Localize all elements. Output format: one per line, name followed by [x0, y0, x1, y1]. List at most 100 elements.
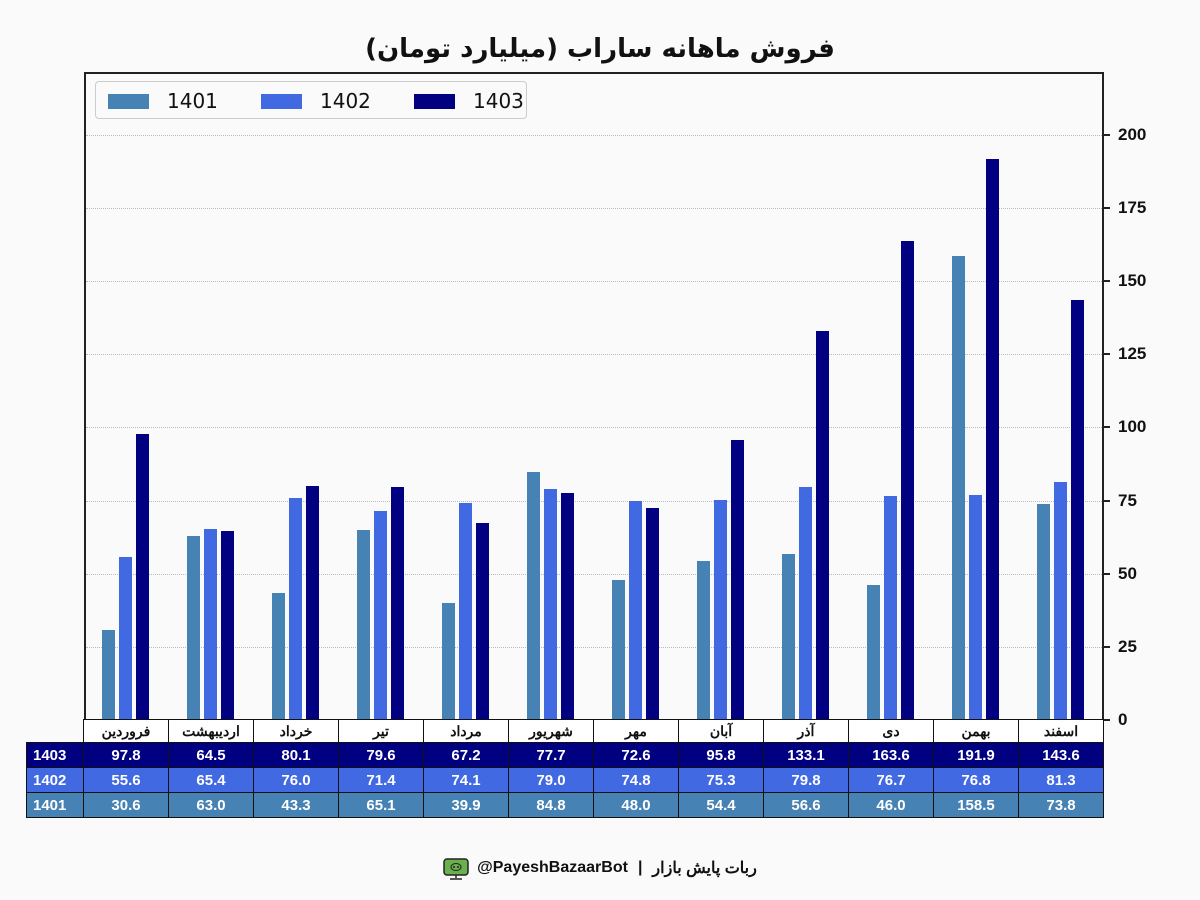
- bar-1403: [475, 523, 489, 720]
- bar-1401: [866, 585, 880, 720]
- bar-1401: [951, 256, 965, 720]
- table-cell: 84.8: [508, 792, 594, 818]
- bar-1402: [288, 497, 302, 720]
- month-header: اردیبهشت: [168, 719, 254, 743]
- row-label: 1403: [26, 742, 84, 768]
- table-cell: 79.6: [338, 742, 424, 768]
- bar-1401: [441, 603, 455, 720]
- bar-1402: [713, 499, 727, 720]
- bar-1402: [798, 486, 812, 720]
- bar-1402: [883, 495, 897, 720]
- month-header: تیر: [338, 719, 424, 743]
- gridline: [86, 573, 1102, 575]
- month-header: دی: [848, 719, 934, 743]
- bar-1402: [628, 501, 642, 720]
- bot-name: ربات پایش بازار: [652, 860, 757, 877]
- table-cell: 73.8: [1018, 792, 1104, 818]
- month-header: مهر: [593, 719, 679, 743]
- table-cell: 76.8: [933, 767, 1019, 793]
- legend: 1401 1402 1403: [95, 81, 527, 119]
- table-cell: 74.8: [593, 767, 679, 793]
- table-cell: 95.8: [678, 742, 764, 768]
- y-tick-label: 50: [1118, 563, 1137, 583]
- month-header: بهمن: [933, 719, 1019, 743]
- bar-1401: [1036, 504, 1050, 720]
- table-cell: 48.0: [593, 792, 679, 818]
- table-cell: 39.9: [423, 792, 509, 818]
- table-cell: 64.5: [168, 742, 254, 768]
- table-cell: 67.2: [423, 742, 509, 768]
- y-tick: [1104, 280, 1110, 283]
- table-cell: 43.3: [253, 792, 339, 818]
- table-cell: 81.3: [1018, 767, 1104, 793]
- table-cell: 163.6: [848, 742, 934, 768]
- y-tick: [1104, 499, 1110, 502]
- table-row-1402: 1402 55.6 65.4 76.0 71.4 74.1 79.0 74.8 75.3 79.8…: [26, 767, 1104, 793]
- month-header: اسفند: [1018, 719, 1104, 743]
- gridline: [86, 208, 1102, 210]
- row-label: 1402: [26, 767, 84, 793]
- y-tick: [1104, 353, 1110, 356]
- y-tick-label: 100: [1118, 417, 1147, 437]
- table-cell: 63.0: [168, 792, 254, 818]
- table-cell: 76.7: [848, 767, 934, 793]
- data-table: فروردین اردیبهشت خرداد تیر مرداد شهریور مهر آبا…: [26, 719, 1104, 818]
- gridline: [86, 134, 1102, 136]
- gridline: [86, 500, 1102, 502]
- table-cell: 75.3: [678, 767, 764, 793]
- table-header-row: فروردین اردیبهشت خرداد تیر مرداد شهریور مهر آبا…: [27, 719, 1104, 743]
- bar-1402: [118, 557, 132, 720]
- y-tick-label: 25: [1118, 636, 1137, 656]
- y-tick-label: 75: [1118, 490, 1137, 510]
- y-tick: [1104, 207, 1110, 210]
- bar-1403: [1070, 299, 1084, 720]
- bar-1403: [900, 241, 914, 720]
- bar-1402: [1053, 482, 1067, 720]
- y-tick-label: 200: [1118, 124, 1147, 144]
- legend-item-1401: 1401: [108, 89, 218, 113]
- y-tick: [1104, 645, 1110, 648]
- table-cell: 71.4: [338, 767, 424, 793]
- table-cell: 158.5: [933, 792, 1019, 818]
- legend-item-1403: 1403: [414, 89, 524, 113]
- table-cell: 65.1: [338, 792, 424, 818]
- bar-1401: [526, 471, 540, 720]
- legend-swatch-1403: [414, 93, 455, 109]
- y-tick: [1104, 572, 1110, 575]
- y-tick-label: 0: [1118, 710, 1128, 729]
- legend-item-1402: 1402: [261, 89, 371, 113]
- bar-1402: [203, 528, 217, 720]
- footer-separator: |: [637, 859, 643, 876]
- table-cell: 79.0: [508, 767, 594, 793]
- legend-swatch-1402: [261, 93, 302, 109]
- bar-1403: [305, 485, 319, 720]
- table-cell: 191.9: [933, 742, 1019, 768]
- bar-1403: [645, 507, 659, 720]
- bar-1403: [815, 330, 829, 720]
- month-header: آذر: [763, 719, 849, 743]
- table-cell: 77.7: [508, 742, 594, 768]
- y-tick: [1104, 426, 1110, 429]
- legend-label: 1402: [320, 89, 371, 113]
- bot-handle: @PayeshBazaarBot: [477, 859, 628, 876]
- bar-1401: [611, 579, 625, 720]
- bar-1403: [560, 492, 574, 720]
- bar-1402: [968, 495, 982, 720]
- row-label: 1401: [26, 792, 84, 818]
- bar-1403: [135, 433, 149, 720]
- month-header: خرداد: [253, 719, 339, 743]
- table-cell: 46.0: [848, 792, 934, 818]
- table-cell: 72.6: [593, 742, 679, 768]
- bar-1401: [696, 560, 710, 720]
- table-row-1403: 1403 97.8 64.5 80.1 79.6 67.2 77.7 72.6 95.8 133.…: [26, 742, 1104, 768]
- table-cell: 74.1: [423, 767, 509, 793]
- month-header: فروردین: [83, 719, 169, 743]
- y-tick-label: 150: [1118, 271, 1147, 291]
- bar-1403: [730, 439, 744, 720]
- table-cell: 54.4: [678, 792, 764, 818]
- plot-area: [84, 72, 1104, 720]
- y-tick-label: 125: [1118, 344, 1147, 364]
- table-cell: 76.0: [253, 767, 339, 793]
- y-tick-label: 175: [1118, 198, 1147, 218]
- bar-1402: [373, 511, 387, 720]
